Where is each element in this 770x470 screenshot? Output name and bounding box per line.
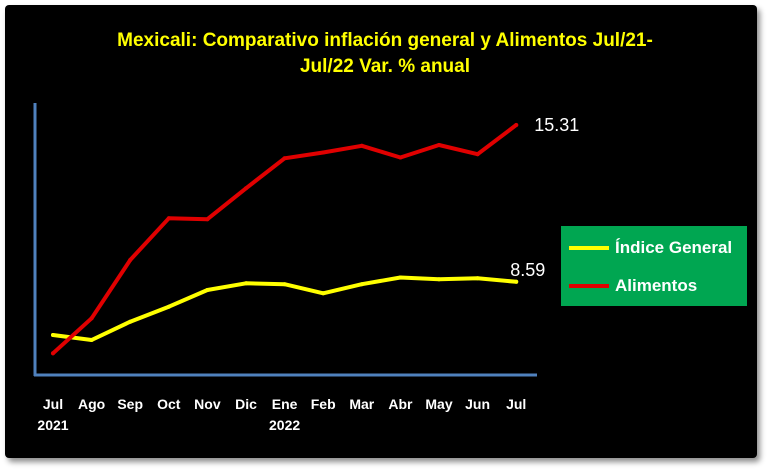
data-label-alimentos: 15.31 [534, 115, 579, 135]
series-line-indice-general [51, 275, 519, 342]
legend-swatch-alimentos [569, 284, 609, 288]
legend-item-alimentos: Alimentos [569, 274, 697, 298]
x-tick-labels: Jul 2021 Ago Sep Oct Nov Dic Ene 2022 Feb Mar Abr Ma… [37, 396, 526, 433]
data-point [437, 143, 441, 147]
chart-title-line-2: Jul/22 Var. % anual [300, 56, 470, 77]
x-tick-year-label: 2022 [269, 417, 300, 433]
x-tick-label: Jul [43, 396, 63, 412]
data-point [166, 304, 171, 309]
data-point [514, 279, 519, 284]
legend: Índice General Alimentos [561, 226, 747, 306]
legend-label-alimentos: Alimentos [615, 276, 698, 295]
chart-title: Mexicali: Comparativo inflación general … [117, 30, 653, 77]
chart-title-line-1: Mexicali: Comparativo inflación general … [117, 30, 653, 51]
data-point [359, 143, 364, 148]
x-tick-label: Jul [506, 396, 526, 412]
data-point [89, 338, 94, 342]
legend-label-indice-general: Índice General [615, 238, 733, 257]
data-point [475, 276, 480, 281]
data-point [244, 281, 248, 286]
x-tick-label: Nov [194, 396, 221, 412]
data-point [359, 282, 364, 287]
data-labels: 8.59 15.31 [510, 115, 579, 280]
data-point [321, 150, 326, 155]
data-point [166, 216, 171, 221]
data-point [128, 319, 133, 324]
legend-swatch-indice-general [569, 246, 609, 250]
data-point [282, 282, 287, 287]
data-point [282, 156, 287, 161]
data-point [205, 288, 210, 292]
x-tick-year-label: 2021 [37, 417, 68, 433]
data-point [437, 277, 441, 282]
x-tick-label: Jun [465, 396, 490, 412]
series-group [51, 123, 519, 356]
x-tick-label: Feb [311, 396, 336, 412]
x-tick-label: Mar [349, 396, 374, 412]
x-tick-label: Abr [388, 396, 413, 412]
x-tick-label: Oct [157, 396, 181, 412]
data-point [514, 123, 519, 127]
data-point [321, 291, 326, 296]
x-tick-label: May [425, 396, 452, 412]
x-tick-label: Ago [78, 396, 105, 412]
data-point [51, 351, 55, 356]
data-point [51, 333, 55, 337]
x-tick-label: Ene [272, 396, 298, 412]
x-tick-label: Dic [235, 396, 257, 412]
data-point [398, 275, 403, 280]
data-label-indice-general: 8.59 [510, 260, 545, 280]
data-point [128, 258, 133, 262]
data-point [475, 152, 480, 157]
data-point [89, 316, 94, 321]
data-point [398, 155, 403, 160]
legend-item-indice-general: Índice General [569, 236, 732, 260]
data-point [205, 217, 210, 222]
x-tick-label: Sep [117, 396, 143, 412]
data-point [244, 186, 248, 191]
